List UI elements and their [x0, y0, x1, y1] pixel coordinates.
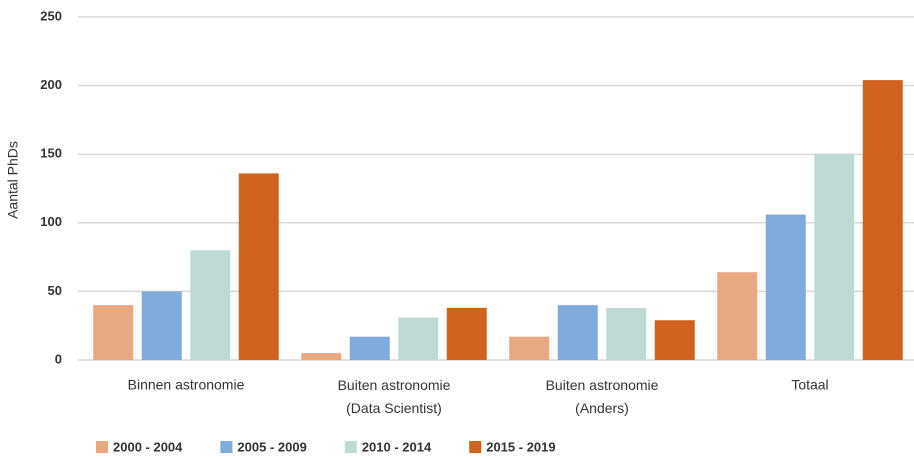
x-tick-label: Binnen astronomie — [128, 377, 245, 393]
bar — [238, 173, 279, 360]
legend-swatch — [96, 441, 108, 453]
bar — [398, 317, 439, 360]
legend-label: 2015 - 2019 — [486, 439, 555, 454]
bar — [509, 336, 550, 360]
bar — [301, 353, 342, 360]
bar — [606, 307, 647, 360]
bar — [717, 272, 758, 360]
bar — [765, 214, 806, 360]
legend-label: 2005 - 2009 — [237, 439, 306, 454]
legend-label: 2010 - 2014 — [362, 439, 432, 454]
y-tick-label: 250 — [40, 8, 62, 23]
y-tick-label: 0 — [55, 351, 62, 366]
y-tick-label: 100 — [40, 214, 62, 229]
y-tick-label: 150 — [40, 146, 62, 161]
x-tick-label: Buiten astronomie (Data Scientist) — [338, 377, 451, 416]
bar — [446, 307, 487, 360]
legend-swatch — [220, 441, 233, 453]
bar — [557, 305, 598, 360]
x-tick-label: Buiten astronomie (Anders) — [546, 377, 659, 416]
y-tick-label: 50 — [48, 283, 62, 298]
bar — [141, 291, 182, 360]
bar — [93, 305, 134, 360]
bar — [814, 154, 855, 360]
legend-label: 2000 - 2004 — [113, 439, 183, 454]
y-axis-label: Aantal PhDs — [5, 141, 21, 219]
bar — [349, 336, 390, 360]
legend-swatch — [469, 441, 482, 453]
bar — [654, 320, 695, 360]
bar — [862, 80, 903, 360]
x-tick-label: Totaal — [791, 377, 828, 393]
y-tick-label: 200 — [40, 77, 62, 92]
bar — [190, 250, 231, 360]
legend-swatch — [344, 441, 357, 453]
